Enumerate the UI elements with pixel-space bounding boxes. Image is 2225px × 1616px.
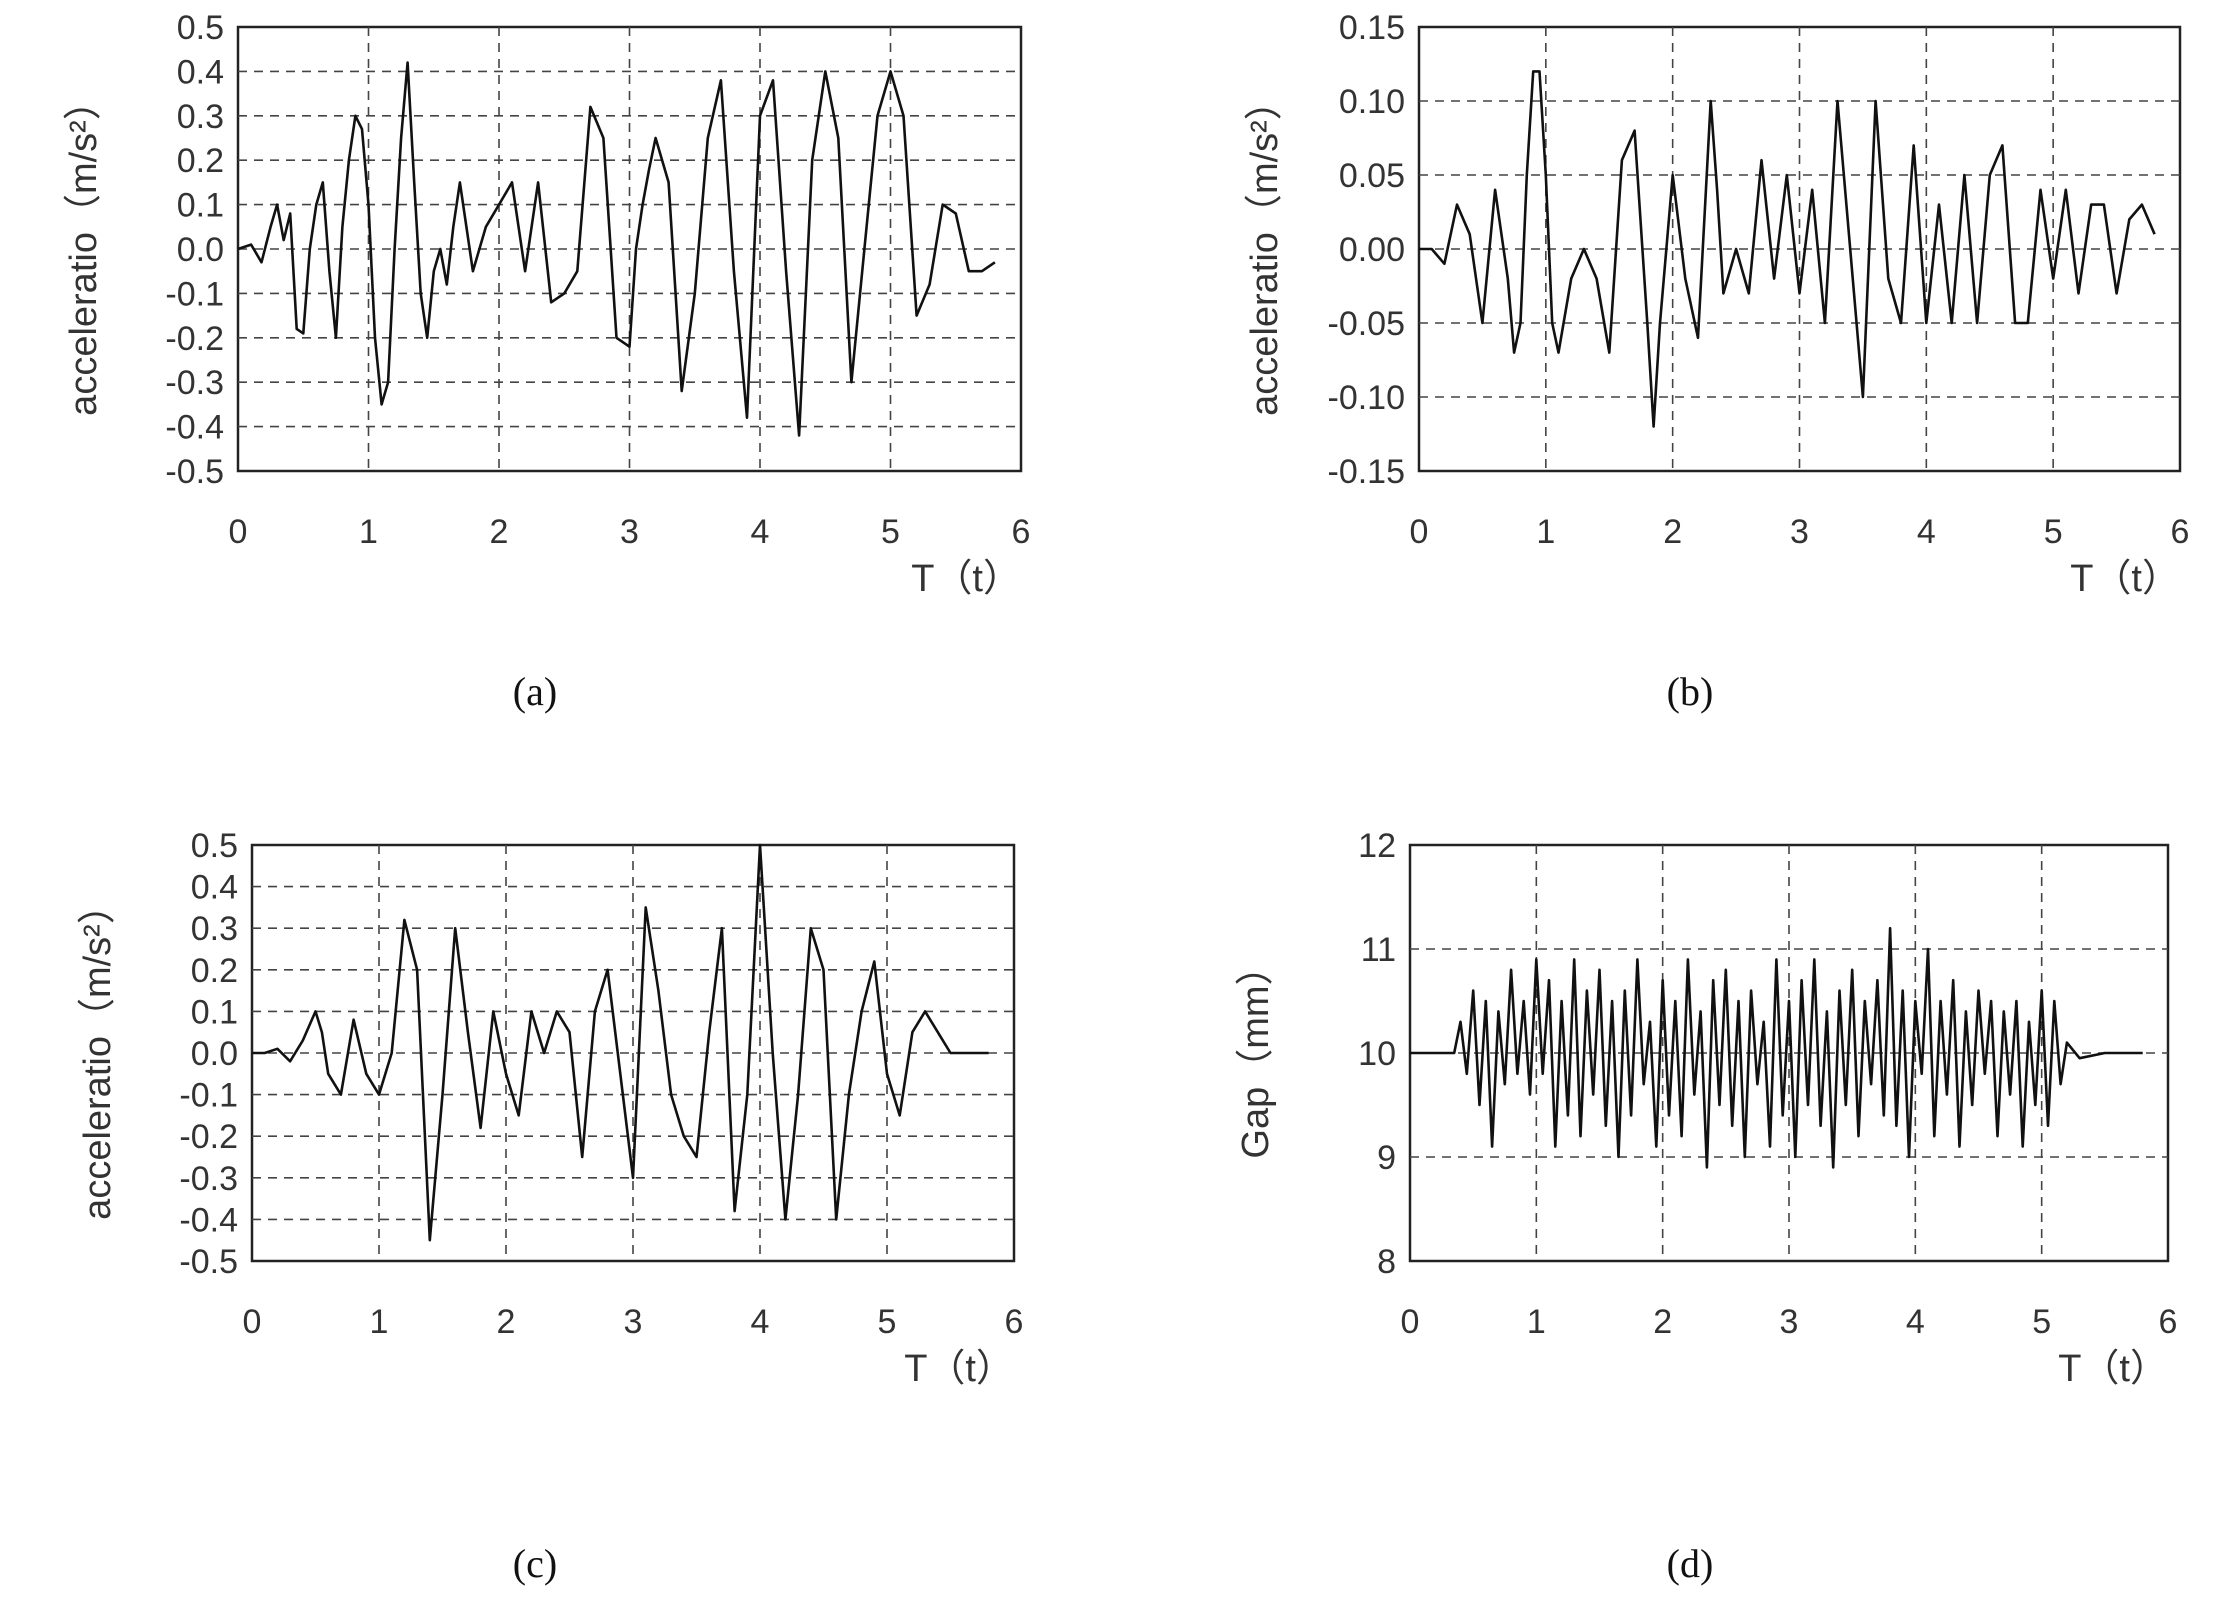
panel-caption: (a)	[513, 669, 557, 714]
x-tick-label: 6	[2171, 513, 2190, 551]
x-tick-label: 0	[1401, 1303, 1420, 1341]
x-tick-label: 2	[1663, 513, 1682, 551]
y-tick-label: 0.2	[191, 952, 238, 990]
x-tick-label: 3	[620, 513, 639, 551]
panel-caption: (d)	[1667, 1541, 1714, 1586]
y-axis-title: acceleratio（m/s²）	[77, 886, 119, 1220]
y-tick-label: 0.15	[1339, 9, 1405, 47]
x-tick-label: 5	[2032, 1303, 2051, 1341]
x-tick-label: 1	[1527, 1303, 1546, 1341]
y-tick-label: -0.1	[165, 275, 224, 313]
panel-caption: (b)	[1667, 669, 1714, 714]
y-tick-label: 0.1	[191, 993, 238, 1031]
x-tick-label: 5	[2044, 513, 2063, 551]
y-tick-label: 0.00	[1339, 231, 1405, 269]
x-tick-label: 3	[1790, 513, 1809, 551]
x-tick-label: 0	[229, 513, 248, 551]
x-tick-label: 1	[1536, 513, 1555, 551]
y-tick-label: -0.5	[179, 1243, 238, 1281]
y-tick-label: 0.3	[177, 98, 224, 136]
panel-caption: (c)	[513, 1541, 557, 1586]
x-tick-label: 1	[359, 513, 378, 551]
y-tick-label: -0.2	[179, 1118, 238, 1156]
x-tick-label: 3	[624, 1303, 643, 1341]
x-tick-label: 4	[751, 513, 770, 551]
y-tick-label: 10	[1358, 1035, 1396, 1073]
x-tick-label: 2	[490, 513, 509, 551]
y-tick-label: -0.3	[179, 1160, 238, 1198]
y-tick-label: 0.2	[177, 142, 224, 180]
y-tick-label: 0.5	[191, 827, 238, 865]
y-tick-label: 11	[1361, 931, 1396, 969]
x-tick-label: 4	[751, 1303, 770, 1341]
y-tick-label: -0.3	[165, 364, 224, 402]
y-tick-label: 0.10	[1339, 83, 1405, 121]
y-tick-label: -0.4	[179, 1201, 238, 1239]
y-axis-title: acceleratio（m/s²）	[1244, 82, 1286, 416]
y-axis-title: acceleratio（m/s²）	[63, 82, 105, 416]
y-axis-title: Gap（mm）	[1235, 947, 1277, 1158]
x-tick-label: 6	[1005, 1303, 1024, 1341]
series-line-1	[1410, 926, 2143, 1169]
chart-panel-2: 0.15 0.10 0.05 0.00 -0.05 -0.10 -0.150 1 2 3 4 5 6 T（…	[1244, 9, 2189, 714]
x-tick-label: 5	[878, 1303, 897, 1341]
y-tick-label: 9	[1377, 1139, 1396, 1177]
y-tick-label: -0.5	[165, 453, 224, 491]
x-tick-label: 6	[2159, 1303, 2178, 1341]
y-tick-label: -0.10	[1328, 379, 1406, 417]
x-tick-label: 5	[881, 513, 900, 551]
y-tick-label: 0.0	[191, 1035, 238, 1073]
y-tick-label: 0.0	[177, 231, 224, 269]
x-tick-label: 2	[1653, 1303, 1672, 1341]
y-tick-label: 0.1	[177, 187, 224, 225]
y-tick-label: -0.05	[1328, 305, 1406, 343]
x-axis-title: T（t）	[904, 1348, 1014, 1390]
x-tick-label: 0	[1410, 513, 1429, 551]
x-tick-label: 6	[1012, 513, 1031, 551]
x-tick-label: 2	[497, 1303, 516, 1341]
x-axis-title: T（t）	[2058, 1348, 2168, 1390]
x-axis-title: T（t）	[911, 558, 1021, 600]
x-tick-label: 0	[243, 1303, 262, 1341]
series-line-1	[252, 843, 989, 1242]
y-tick-label: -0.1	[179, 1077, 238, 1115]
series-line-1	[1419, 70, 2156, 428]
y-tick-label: 0.4	[191, 869, 238, 907]
chart-panel-1: 0.5 0.4 0.3 0.2 0.1 0.0 -0.1 -0.2 -0.3 -0.4 -0.50 1…	[63, 9, 1030, 714]
x-tick-label: 4	[1906, 1303, 1925, 1341]
y-tick-label: -0.15	[1328, 453, 1406, 491]
y-tick-label: 0.4	[177, 53, 224, 91]
x-tick-label: 3	[1780, 1303, 1799, 1341]
y-tick-label: -0.4	[165, 409, 224, 447]
series-line-1	[237, 61, 996, 437]
y-tick-label: 12	[1358, 827, 1396, 865]
y-tick-label: -0.2	[165, 320, 224, 358]
x-axis-title: T（t）	[2070, 558, 2180, 600]
chart-panel-3: 0.5 0.40.3 0.20.1 0.0 -0.1-0.2 -0.3-0.4 -0.50 1…	[77, 827, 1023, 1586]
y-tick-label: 8	[1377, 1243, 1396, 1281]
y-tick-label: 0.3	[191, 910, 238, 948]
y-tick-label: 0.05	[1339, 157, 1405, 195]
x-tick-label: 4	[1917, 513, 1936, 551]
x-tick-label: 1	[370, 1303, 389, 1341]
y-tick-label: 0.5	[177, 9, 224, 47]
